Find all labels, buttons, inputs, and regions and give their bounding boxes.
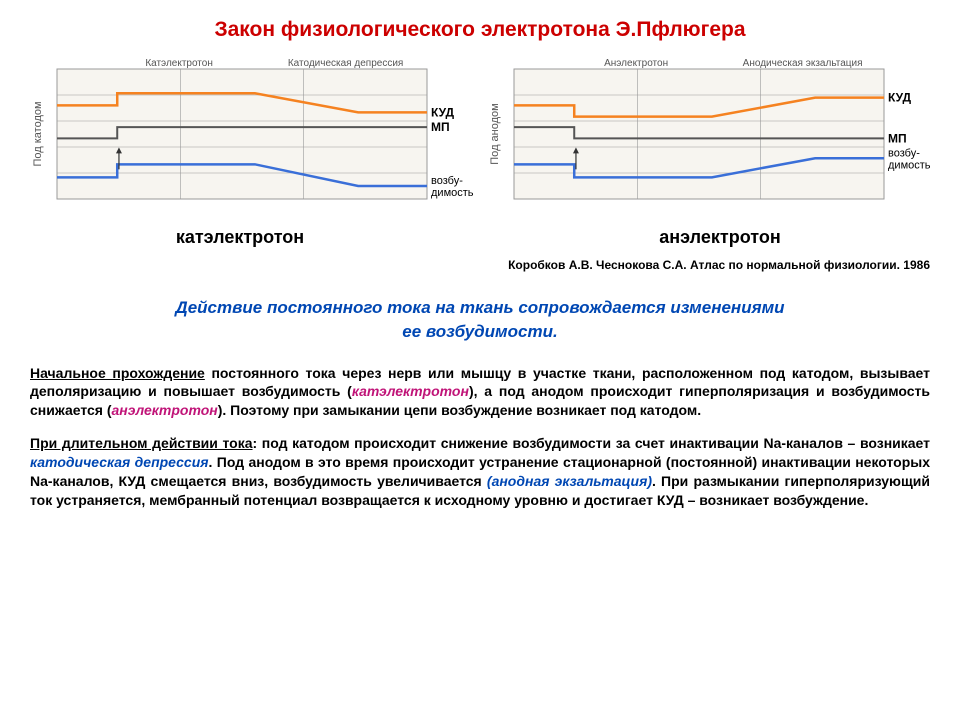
p2-lead: При длительном действии тока [30, 435, 253, 451]
svg-text:Анэлектротон: Анэлектротон [604, 58, 668, 69]
p1-lead: Начальное прохождение [30, 365, 205, 381]
chart-right: Анэлектротон Анодическая экзальтация КУД МП… [486, 54, 931, 219]
p2-blue2: (анодная экзальтация) [487, 473, 652, 489]
p2-blue1: катодическая депрессия [30, 454, 209, 470]
chart-left: Катэлектротон Катодическая депрессия КУДМП… [29, 54, 474, 219]
chart-captions: катэлектротон анэлектротон [0, 227, 960, 248]
svg-text:КУД: КУД [431, 105, 454, 119]
caption-right: анэлектротон [480, 227, 960, 248]
paragraph-1: Начальное прохождение постоянного тока ч… [30, 364, 930, 421]
svg-text:Анодическая экзальтация: Анодическая экзальтация [743, 58, 863, 69]
p1-t3: ). Поэтому при замыкании цепи возбуждени… [218, 402, 701, 418]
page-title: Закон физиологического электротона Э.Пфл… [0, 0, 960, 42]
body-text: Начальное прохождение постоянного тока ч… [0, 364, 960, 510]
svg-text:МП: МП [888, 131, 907, 145]
citation: Коробков А.В. Чеснокова С.А. Атлас по но… [0, 258, 960, 272]
p1-green1: катэлектротон [352, 383, 469, 399]
p1-green2: анэлектротон [112, 402, 218, 418]
svg-text:возбу-: возбу- [888, 147, 920, 159]
svg-text:димость: димость [888, 159, 931, 171]
svg-text:димость: димость [431, 187, 474, 199]
svg-text:МП: МП [431, 120, 450, 134]
svg-text:Катодическая депрессия: Катодическая депрессия [288, 58, 403, 69]
paragraph-2: При длительном действии тока: под катодо… [30, 434, 930, 510]
svg-text:КУД: КУД [888, 91, 911, 105]
svg-text:Катэлектротон: Катэлектротон [145, 58, 213, 69]
subtitle-line1: Действие постоянного тока на ткань сопро… [175, 298, 784, 317]
p2-t1: : под катодом происходит снижение возбуд… [253, 435, 930, 451]
svg-text:возбу-: возбу- [431, 175, 463, 187]
svg-text:Под анодом: Под анодом [489, 103, 501, 164]
charts-row: КатэлектротонКатодическая депрессияКУДМП… [0, 54, 960, 219]
subtitle-line2: ее возбудимости. [402, 322, 557, 341]
subtitle: Действие постоянного тока на ткань сопро… [0, 296, 960, 344]
svg-text:Под катодом: Под катодом [32, 101, 44, 166]
caption-left: катэлектротон [0, 227, 480, 248]
